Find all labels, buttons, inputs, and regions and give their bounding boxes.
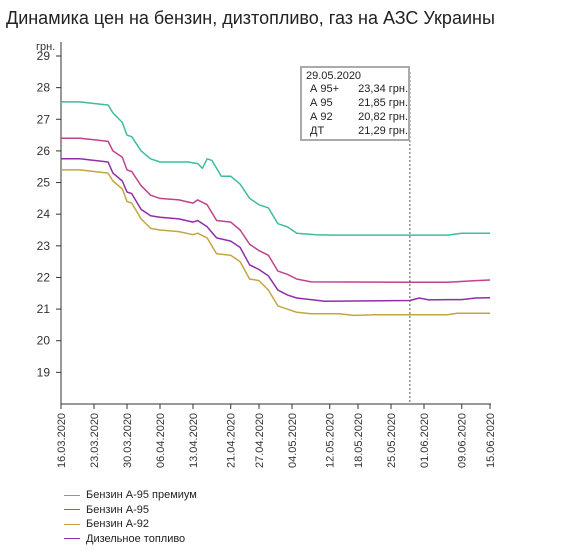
y-tick-label: 29 <box>37 49 51 63</box>
tooltip-value: 21,29 грн. <box>358 125 408 137</box>
legend-label: Дизельное топливо <box>86 532 186 545</box>
tooltip-value: 23,34 грн. <box>358 83 408 95</box>
y-tick-label: 26 <box>37 144 51 158</box>
tooltip-row: А 95+ 23,34 грн. <box>306 82 408 96</box>
x-tick-label: 16.03.2020 <box>56 413 68 468</box>
tooltip-series-name: А 92 <box>310 111 333 123</box>
x-tick-label: 06.04.2020 <box>155 413 167 468</box>
legend-item[interactable]: Дизельное топливо <box>64 532 197 547</box>
tooltip-row: ДТ 21,29 грн. <box>306 124 408 138</box>
legend-label: Бензин А-95 премиум <box>86 489 197 502</box>
x-tick-label: 30.03.2020 <box>122 413 134 468</box>
legend-item[interactable]: Бензин А-92 <box>64 517 197 532</box>
chart-title: Динамика цен на бензин, дизтопливо, газ … <box>6 8 495 28</box>
x-tick-label: 09.06.2020 <box>457 413 469 468</box>
series-line <box>61 137 491 283</box>
series-line <box>61 158 491 302</box>
legend-item[interactable]: Бензин А-95 <box>64 503 197 518</box>
tooltip-series-name: А 95 <box>310 97 333 109</box>
legend-item[interactable]: Бензин А-95 премиум <box>64 488 197 503</box>
y-axis-unit-label: грн. <box>36 41 55 53</box>
tooltip-row: А 95 21,85 грн. <box>306 96 408 110</box>
x-tick-label: 15.06.2020 <box>485 413 497 468</box>
tooltip-series-name: ДТ <box>310 125 325 137</box>
chart-series-lines <box>61 101 491 317</box>
x-tick-label: 12.05.2020 <box>325 413 337 468</box>
tooltip-value: 20,82 грн. <box>358 111 408 123</box>
legend-swatch <box>64 494 80 496</box>
y-tick-label: 23 <box>37 239 51 253</box>
hover-tooltip: 29.05.2020 А 95+ 23,34 грн. А 95 21,85 грн.… <box>300 66 410 141</box>
legend-swatch <box>64 538 80 540</box>
y-tick-label: 19 <box>37 365 51 379</box>
chart-legend: Бензин А-95 премиум Бензин А-95 Бензин А-9… <box>64 488 197 546</box>
y-tick-label: 27 <box>37 112 51 126</box>
legend-label: Бензин А-92 <box>86 518 149 531</box>
y-tick-label: 24 <box>37 207 51 221</box>
tooltip-row: А 92 20,82 грн. <box>306 110 408 124</box>
y-tick-label: 20 <box>37 334 51 348</box>
tooltip-value: 21,85 грн. <box>358 97 408 109</box>
x-tick-label: 25.05.2020 <box>386 413 398 468</box>
tooltip-date: 29.05.2020 <box>306 70 362 82</box>
x-tick-label: 21.04.2020 <box>226 413 238 468</box>
series-line <box>61 169 490 317</box>
y-tick-label: 22 <box>37 270 51 284</box>
legend-swatch <box>64 523 80 525</box>
legend-label: Бензин А-95 <box>86 503 149 516</box>
x-tick-label: 18.05.2020 <box>353 413 365 468</box>
y-tick-label: 28 <box>37 81 51 95</box>
legend-swatch <box>64 509 80 511</box>
series-line <box>61 101 490 236</box>
x-tick-label: 01.06.2020 <box>419 413 431 468</box>
x-tick-label: 04.05.2020 <box>287 413 299 468</box>
x-tick-label: 13.04.2020 <box>188 413 200 468</box>
y-tick-label: 25 <box>37 176 51 190</box>
x-tick-label: 27.04.2020 <box>254 413 266 468</box>
tooltip-series-name: А 95+ <box>310 83 340 95</box>
chart-axes: грн. 19 20 21 22 23 24 25 26 27 28 29 16.03.2020 23.0… <box>36 41 497 468</box>
x-tick-label: 23.03.2020 <box>89 413 101 468</box>
y-tick-label: 21 <box>37 302 51 316</box>
